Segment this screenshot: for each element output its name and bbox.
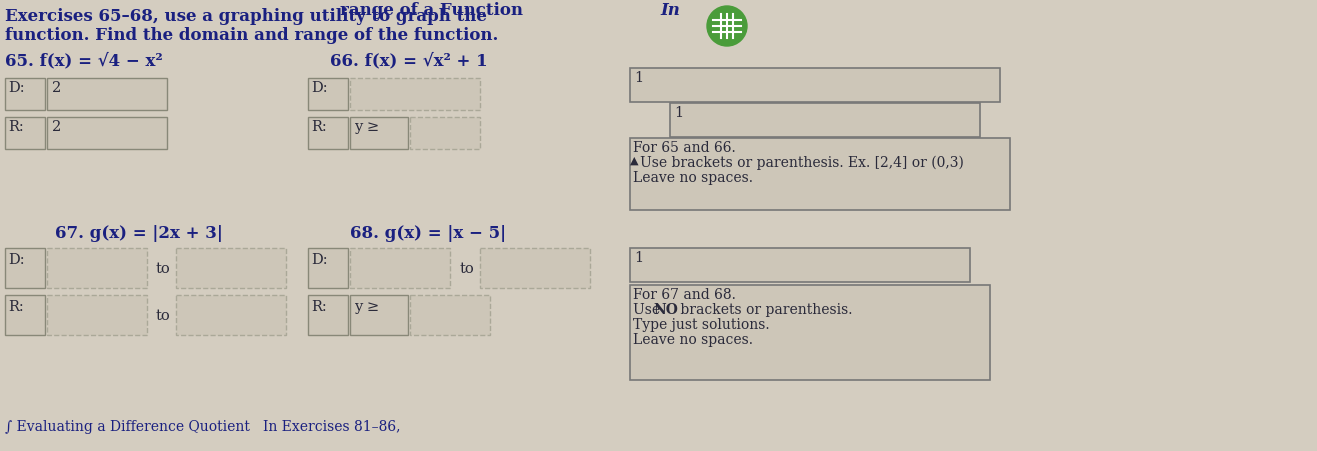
Text: to: to <box>155 262 171 276</box>
Bar <box>410 295 490 335</box>
Bar <box>176 248 286 288</box>
Circle shape <box>707 6 747 46</box>
Bar <box>350 248 450 288</box>
Text: 1: 1 <box>674 106 684 120</box>
Text: 65. f(x) = √4 − x²: 65. f(x) = √4 − x² <box>5 52 162 69</box>
Bar <box>630 138 1010 210</box>
Text: range of a Function: range of a Function <box>340 2 523 19</box>
Bar <box>47 117 167 149</box>
Bar <box>308 248 348 288</box>
Text: R:: R: <box>8 120 24 134</box>
Text: 67. g(x) = |2x + 3|: 67. g(x) = |2x + 3| <box>55 225 223 242</box>
Text: y ≥: y ≥ <box>354 300 379 314</box>
Text: For 67 and 68.: For 67 and 68. <box>633 288 736 302</box>
Text: Leave no spaces.: Leave no spaces. <box>633 171 753 185</box>
Text: to: to <box>155 309 171 323</box>
Text: R:: R: <box>311 120 327 134</box>
Bar <box>479 248 590 288</box>
Bar <box>47 78 167 110</box>
Text: R:: R: <box>311 300 327 314</box>
Text: NO: NO <box>653 303 678 317</box>
Bar <box>410 117 479 149</box>
Text: D:: D: <box>8 253 25 267</box>
Text: 1: 1 <box>633 251 643 265</box>
Text: 66. f(x) = √x² + 1: 66. f(x) = √x² + 1 <box>331 52 487 69</box>
Text: For 65 and 66.: For 65 and 66. <box>633 141 736 155</box>
Text: Exercises 65–68, use a graphing utility to graph the: Exercises 65–68, use a graphing utility … <box>5 8 487 25</box>
Text: 68. g(x) = |x − 5|: 68. g(x) = |x − 5| <box>350 225 506 242</box>
Bar <box>630 68 1000 102</box>
Text: In: In <box>660 2 680 19</box>
Text: Use: Use <box>633 303 665 317</box>
Text: function. Find the domain and range of the function.: function. Find the domain and range of t… <box>5 27 498 44</box>
Text: D:: D: <box>8 81 25 95</box>
Bar <box>5 78 45 110</box>
Text: ▲: ▲ <box>630 156 639 166</box>
Bar <box>176 295 286 335</box>
Bar <box>350 295 408 335</box>
Bar <box>670 103 980 137</box>
Text: 2: 2 <box>51 81 62 95</box>
Text: to: to <box>460 262 474 276</box>
Text: 1: 1 <box>633 71 643 85</box>
Text: R:: R: <box>8 300 24 314</box>
Bar <box>47 248 148 288</box>
Text: D:: D: <box>311 253 328 267</box>
Bar <box>5 248 45 288</box>
Bar <box>5 117 45 149</box>
Text: brackets or parenthesis.: brackets or parenthesis. <box>676 303 852 317</box>
Bar <box>308 117 348 149</box>
Bar <box>308 295 348 335</box>
Bar <box>350 78 479 110</box>
Bar <box>630 248 971 282</box>
Bar <box>5 295 45 335</box>
Text: Leave no spaces.: Leave no spaces. <box>633 333 753 347</box>
Text: 2: 2 <box>51 120 62 134</box>
Bar <box>308 78 348 110</box>
Bar <box>630 285 990 380</box>
Text: Type just solutions.: Type just solutions. <box>633 318 769 332</box>
Text: ∫ Evaluating a Difference Quotient   In Exercises 81–86,: ∫ Evaluating a Difference Quotient In Ex… <box>5 420 400 434</box>
Bar <box>47 295 148 335</box>
Text: D:: D: <box>311 81 328 95</box>
Text: y ≥: y ≥ <box>354 120 379 134</box>
Text: Use brackets or parenthesis. Ex. [2,4] or (0,3): Use brackets or parenthesis. Ex. [2,4] o… <box>640 156 964 170</box>
Bar <box>350 117 408 149</box>
